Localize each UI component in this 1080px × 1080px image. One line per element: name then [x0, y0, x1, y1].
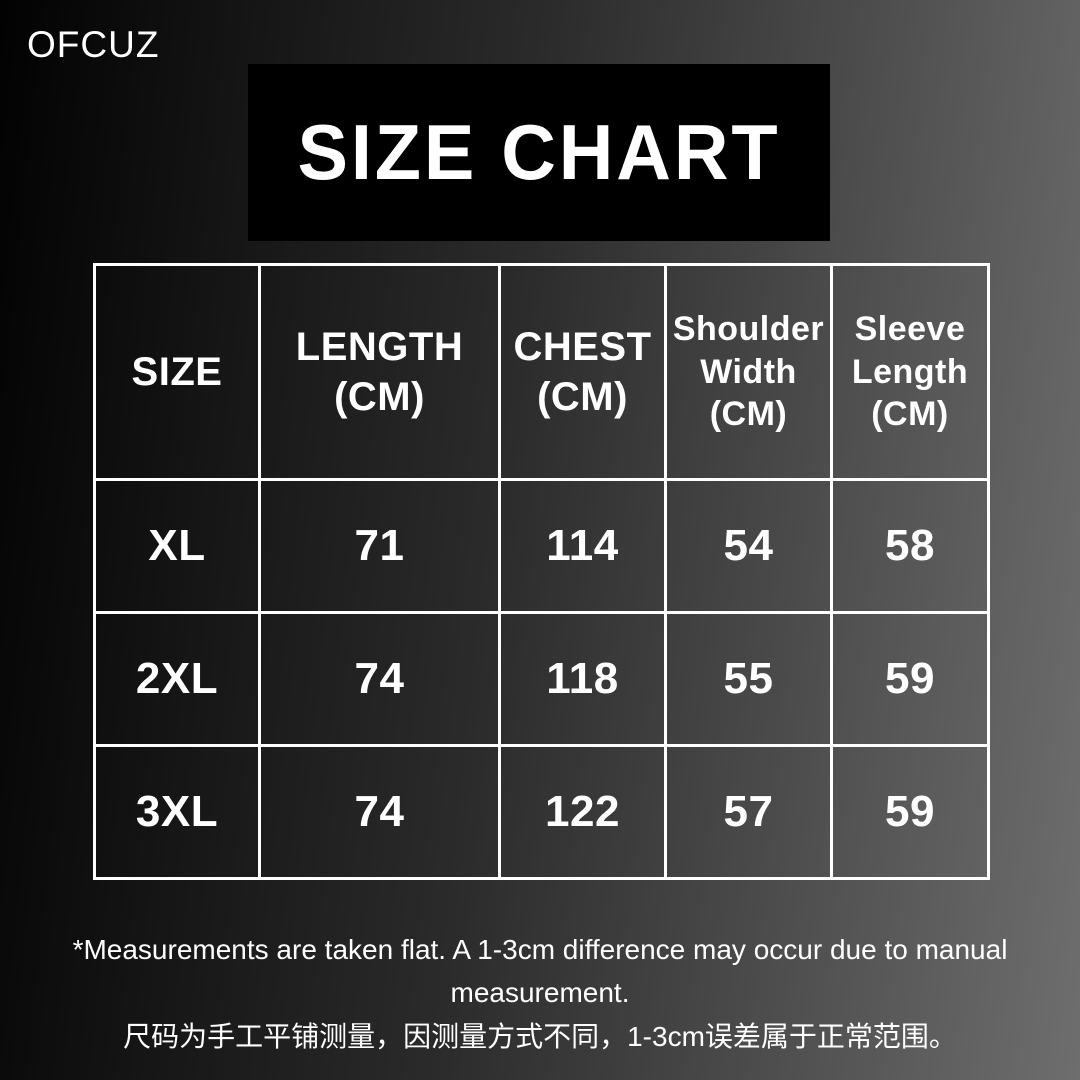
brand-logo: OFCUZ	[27, 24, 160, 65]
col-header-sleeve-length: Sleeve Length (CM)	[830, 263, 990, 481]
size-table-header: SIZE LENGTH (CM) CHEST (CM) Shoulder Wid…	[93, 263, 990, 481]
cell-shoulder-width: 57	[664, 744, 833, 880]
col-header-shoulder-width: Shoulder Width (CM)	[664, 263, 833, 481]
disclaimer-english: *Measurements are taken flat. A 1-3cm di…	[72, 934, 1008, 1009]
disclaimer-chinese: 尺码为手工平铺测量，因测量方式不同，1-3cm误差属于正常范围。	[123, 1020, 957, 1052]
cell-size-label: XL	[93, 478, 261, 614]
cell-chest: 114	[498, 478, 667, 614]
cell-sleeve-length: 59	[830, 744, 990, 880]
header-row: SIZE LENGTH (CM) CHEST (CM) Shoulder Wid…	[93, 263, 990, 481]
table-row-xl: XL 71 114 54 58	[93, 478, 990, 614]
cell-chest: 122	[498, 744, 667, 880]
cell-chest: 118	[498, 611, 667, 747]
cell-shoulder-width: 54	[664, 478, 833, 614]
cell-length: 74	[258, 611, 501, 747]
size-table-body: XL 71 114 54 58 2XL 74 118 55 59 3XL 74 …	[93, 478, 990, 880]
cell-size-label: 2XL	[93, 611, 261, 747]
table-row-3xl: 3XL 74 122 57 59	[93, 744, 990, 880]
col-header-size: SIZE	[93, 263, 261, 481]
cell-length: 71	[258, 478, 501, 614]
cell-shoulder-width: 55	[664, 611, 833, 747]
col-header-length: LENGTH (CM)	[258, 263, 501, 481]
cell-sleeve-length: 59	[830, 611, 990, 747]
page-title: SIZE CHART	[297, 108, 781, 196]
size-table: SIZE LENGTH (CM) CHEST (CM) Shoulder Wid…	[93, 263, 990, 880]
cell-size-label: 3XL	[93, 744, 261, 880]
table-row-2xl: 2XL 74 118 55 59	[93, 611, 990, 747]
col-header-chest: CHEST (CM)	[498, 263, 667, 481]
title-banner: SIZE CHART	[248, 64, 830, 241]
cell-length: 74	[258, 744, 501, 880]
measurement-disclaimer: *Measurements are taken flat. A 1-3cm di…	[0, 928, 1080, 1058]
cell-sleeve-length: 58	[830, 478, 990, 614]
